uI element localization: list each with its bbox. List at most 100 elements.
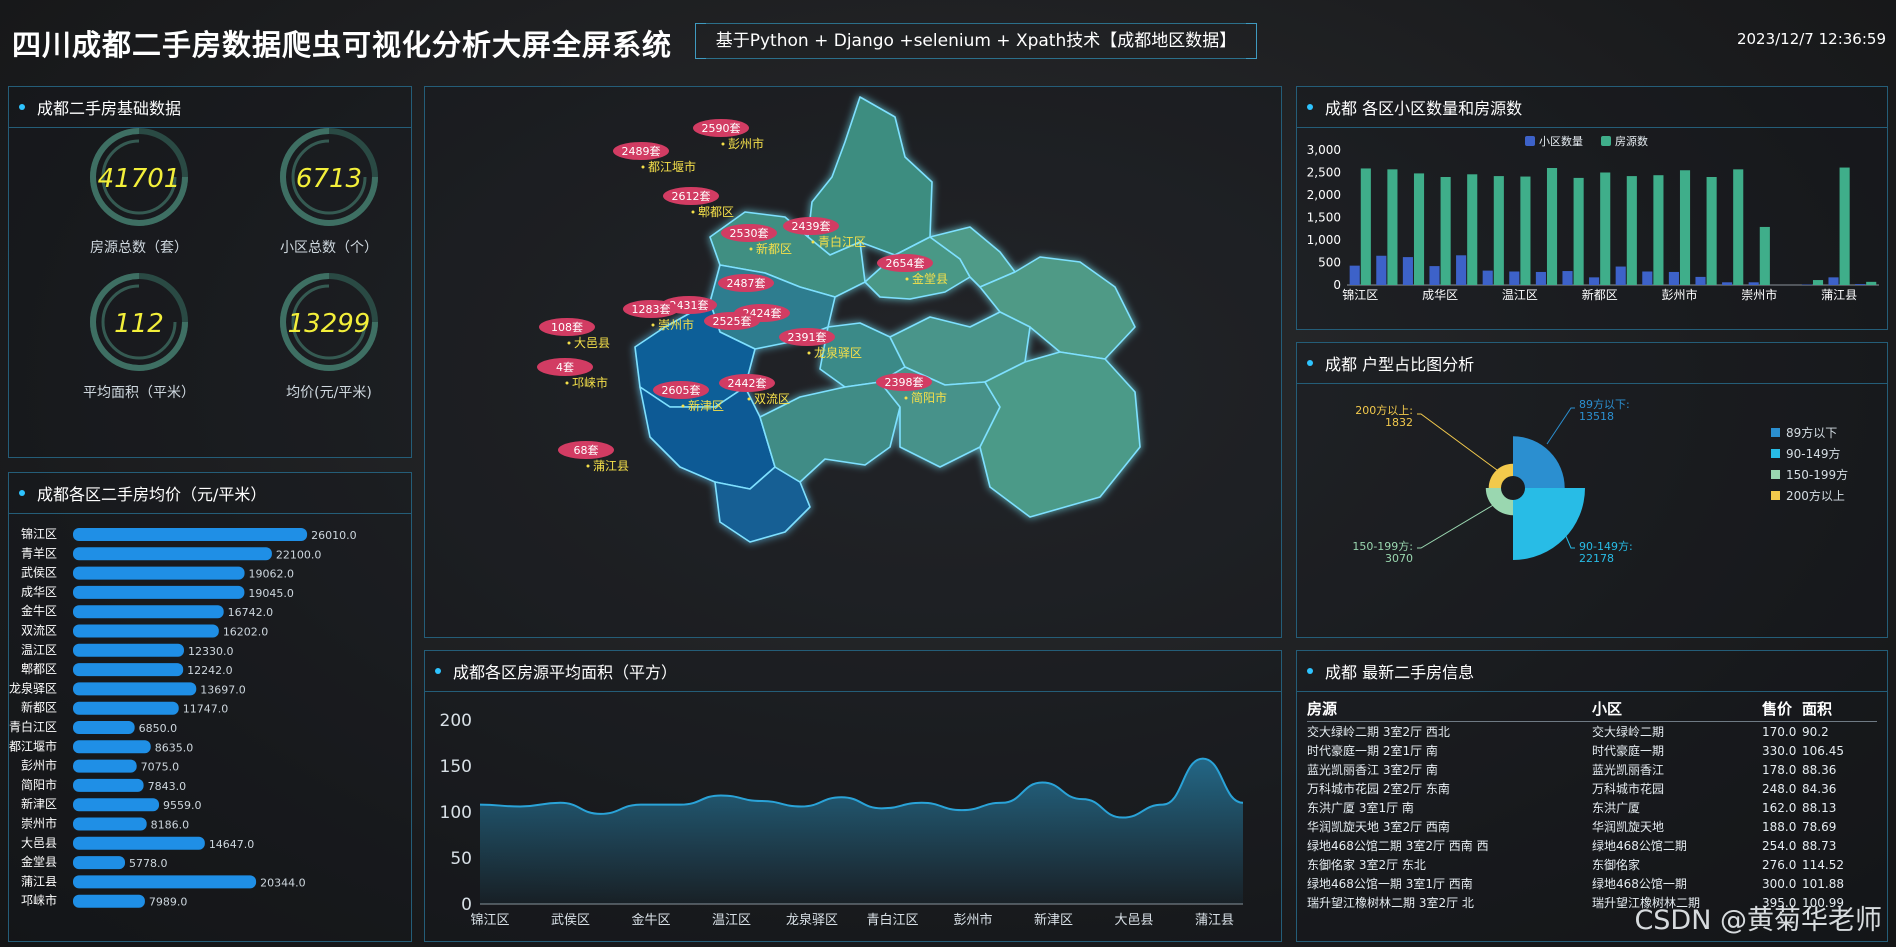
rose-legend-swatch [1771, 428, 1780, 437]
rose-slice [1485, 488, 1513, 516]
area-y-tick: 150 [440, 757, 472, 777]
map-district-name: 新都区 [756, 241, 792, 256]
map-marker [537, 358, 593, 376]
listing-cell: 东洪广厦 [1592, 801, 1641, 815]
listing-row[interactable]: 蓝光凯丽香江 3室2厅 南 蓝光凯丽香江 178.0 88.36 [1307, 760, 1877, 779]
map-district-dot [811, 240, 815, 244]
price-value-label: 7843.0 [148, 780, 187, 793]
listing-cell: 170.0 [1762, 724, 1797, 739]
count-bar [1615, 266, 1626, 285]
count-bar [1642, 271, 1653, 285]
map-district-name: 蒲江县 [593, 459, 629, 473]
area-x-tick: 新津区 [1034, 912, 1073, 928]
rose-legend-label: 200方以上 [1786, 488, 1845, 503]
price-value-label: 26010.0 [311, 529, 357, 542]
rose-slice-value: 3070 [1385, 552, 1413, 565]
listing-row[interactable]: 交大绿岭二期 3室2厅 西北 交大绿岭二期 170.0 90.2 [1307, 722, 1877, 742]
pie-panel: 成都 户型占比图分析 89方以下: 13518 90-149方: 22178 150-1… [1296, 342, 1888, 638]
price-category-label: 彭州市 [21, 758, 57, 773]
basic-stats-title: 成都二手房基础数据 [37, 99, 182, 118]
price-value-label: 5778.0 [129, 857, 168, 870]
map-district-dot [904, 396, 908, 400]
map-district [759, 381, 901, 483]
listing-cell: 88.13 [1802, 800, 1837, 815]
listing-row[interactable]: 东洪广厦 3室1厅 南 东洪广厦 162.0 88.13 [1307, 798, 1877, 817]
map-district-name: 青白江区 [818, 234, 866, 249]
map-district [714, 466, 811, 543]
map-marker-count: 2605套 [662, 384, 701, 397]
rose-slice-label: 89方以下: [1579, 397, 1630, 411]
listing-row[interactable]: 瑞升望江橡树林二期 3室2厅 北 瑞升望江橡树林二期 395.0 100.99 [1307, 893, 1877, 912]
map-marker [783, 217, 839, 235]
price-bar [73, 798, 160, 812]
listing-row[interactable]: 绿地468公馆二期 3室2厅 西南 西 绿地468公馆二期 254.0 88.73 [1307, 836, 1877, 855]
price-bar [73, 663, 184, 677]
listing-cell: 绿地468公馆一期 3室1厅 西南 [1307, 877, 1473, 891]
listing-cell: 万科城市花园 2室2厅 东南 [1307, 782, 1450, 796]
count-x-tick: 新都区 [1582, 287, 1618, 302]
rose-legend-label: 150-199方 [1786, 467, 1848, 482]
count-y-tick: 2,500 [1307, 166, 1341, 180]
count-bar [1402, 257, 1413, 285]
listing-row[interactable]: 东御佲家 3室2厅 东北 东御佲家 276.0 114.52 [1307, 855, 1877, 874]
stat-card: 41701 房源总数（套） [64, 127, 214, 257]
listing-row[interactable]: 时代豪庭一期 2室1厅 南 时代豪庭一期 330.0 106.45 [1307, 741, 1877, 760]
price-category-label: 邛崃市 [21, 893, 57, 908]
count-bar [1467, 174, 1478, 285]
price-bar [73, 682, 197, 696]
stat-label: 房源总数（套） [90, 240, 188, 256]
listing-cell: 东洪广厦 3室1厅 南 [1307, 801, 1414, 815]
listing-row[interactable]: 绿地468公馆一期 3室1厅 西南 绿地468公馆一期 300.0 101.88 [1307, 874, 1877, 893]
map-marker [877, 254, 933, 272]
stat-label: 均价(元/平米) [286, 385, 372, 401]
price-bar [73, 759, 137, 773]
page-subtitle: 基于Python + Django +selenium + Xpath技术【成都… [695, 23, 1257, 59]
price-value-label: 8186.0 [151, 819, 190, 832]
map-marker-count: 2439套 [792, 220, 831, 233]
stat-gauge: 112 [90, 273, 188, 371]
map-marker [623, 300, 679, 318]
listing-row[interactable]: 万科城市花园 2室2厅 东南 万科城市花园 248.0 84.36 [1307, 779, 1877, 798]
listing-cell: 254.0 [1762, 838, 1797, 853]
map-marker [663, 187, 719, 205]
count-bar [1493, 176, 1504, 285]
count-bar [1562, 271, 1573, 285]
map-marker-count: 2489套 [622, 145, 661, 158]
price-value-label: 7075.0 [141, 761, 180, 774]
price-category-label: 简阳市 [21, 777, 57, 792]
count-x-tick: 成华区 [1422, 288, 1458, 302]
map-marker-count: 68套 [574, 444, 599, 457]
listing-cell: 时代豪庭一期 [1592, 744, 1665, 758]
stat-label: 平均面积（平米） [83, 385, 195, 401]
price-bar [73, 701, 179, 715]
price-value-label: 9559.0 [163, 799, 202, 812]
area-x-tick: 锦江区 [470, 913, 509, 928]
listing-cell: 88.73 [1802, 838, 1837, 853]
count-panel: 成都 各区小区数量和房源数 小区数量 房源数 0 500 1,000 1,500 2,000… [1296, 86, 1888, 330]
bullet-icon [1307, 668, 1313, 674]
basic-stats-panel: 成都二手房基础数据 41701 房源总数（套） 6713 小区总数（个） 112 平均面积… [8, 86, 412, 458]
listing-cell: 90.2 [1802, 724, 1829, 739]
count-bar [1866, 281, 1877, 285]
area-line-chart: 0 50 100 150 200 锦江区 武侯区 金牛区 温江区 龙泉驿区 青白江区 彭州市 新津区 大邑… [440, 711, 1244, 928]
price-value-label: 19062.0 [249, 568, 294, 581]
count-y-tick: 500 [1318, 256, 1341, 270]
listing-row[interactable]: 华润凯旋天地 3室2厅 西南 华润凯旋天地 188.0 78.69 [1307, 817, 1877, 836]
price-value-label: 16202.0 [223, 626, 269, 639]
count-bar [1440, 177, 1451, 285]
gauge-inner-arc [101, 139, 177, 215]
rose-legend-swatch [1771, 470, 1780, 479]
map-marker-count: 4套 [556, 361, 574, 374]
gauge-arc [280, 273, 378, 371]
count-bar [1839, 167, 1850, 285]
map-district-dot [565, 381, 569, 385]
count-bar [1456, 255, 1467, 285]
count-title: 成都 各区小区数量和房源数 [1325, 99, 1523, 118]
price-bar [73, 566, 245, 580]
map-district-dot [721, 142, 725, 146]
listing-cell: 蓝光凯丽香江 [1592, 763, 1665, 777]
stat-value: 13299 [288, 309, 371, 339]
map-marker-count: 2654套 [886, 257, 925, 270]
listing-cell: 瑞升望江橡树林二期 3室2厅 北 [1307, 896, 1474, 910]
count-bar [1349, 265, 1360, 285]
